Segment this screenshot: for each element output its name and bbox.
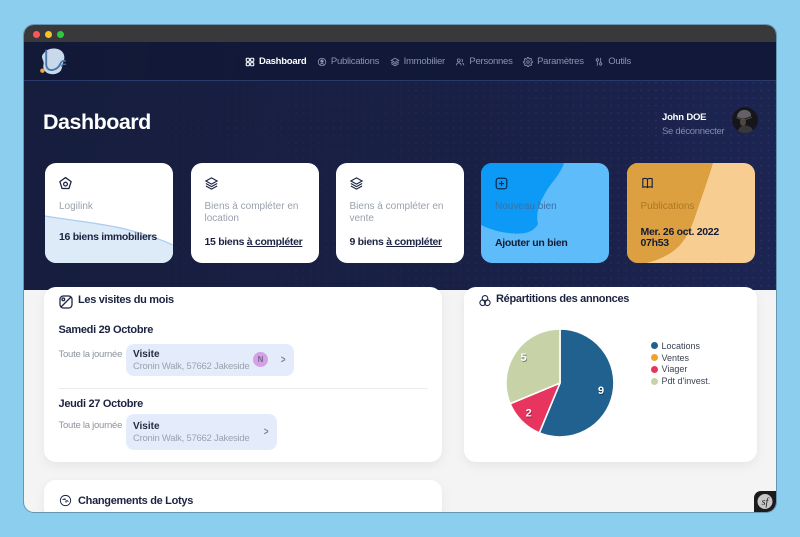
svg-text:9: 9: [598, 385, 604, 397]
svg-text:2: 2: [526, 408, 532, 420]
svg-text:2: 2: [526, 409, 532, 421]
svg-text:5: 5: [521, 352, 527, 364]
svg-text:5: 5: [521, 353, 527, 365]
svg-text:9: 9: [599, 386, 605, 398]
svg-text:sf: sf: [762, 497, 770, 508]
